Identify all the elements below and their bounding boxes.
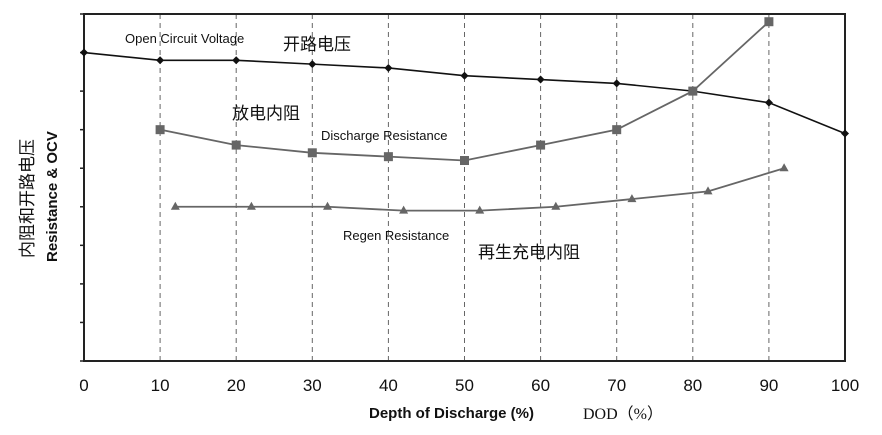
- series-discharge-resistance: [155, 17, 774, 166]
- data-point: [460, 156, 469, 166]
- series-regen-resistance: [170, 163, 789, 214]
- data-point: [536, 140, 546, 150]
- y-axis-label-cn: 内阻和开路电压: [18, 139, 38, 258]
- x-tick-label: 80: [683, 376, 702, 395]
- x-tick-label: 30: [303, 376, 322, 395]
- x-ticks: 0 10 20 30 40 50 60 70 80 90 100: [79, 376, 859, 395]
- data-point: [399, 205, 409, 214]
- x-axis-label-cn: DOD（%）: [583, 405, 663, 423]
- grid: [159, 14, 770, 361]
- discharge-label: Discharge Resistance: [321, 128, 447, 143]
- x-tick-label: 20: [227, 376, 246, 395]
- data-point: [779, 163, 789, 172]
- x-tick-label: 40: [379, 376, 398, 395]
- x-tick-label: 60: [531, 376, 550, 395]
- data-point: [170, 201, 180, 210]
- plot-frame: [83, 13, 846, 362]
- data-point: [764, 98, 773, 107]
- data-point: [703, 186, 713, 195]
- data-point: [383, 152, 393, 162]
- y-axis-label: Resistance & OCV: [44, 131, 61, 262]
- data-point: [80, 48, 88, 57]
- data-point: [612, 125, 622, 135]
- data-point: [384, 63, 393, 72]
- x-tick-label: 10: [151, 376, 170, 395]
- ocv-label: Open Circuit Voltage: [125, 31, 244, 46]
- x-tick-label: 0: [79, 376, 88, 395]
- x-tick-label: 90: [759, 376, 778, 395]
- y-ticks: [80, 13, 84, 362]
- series: [80, 17, 849, 214]
- series-open-circuit-voltage: [80, 48, 849, 138]
- data-point: [536, 75, 545, 84]
- x-tick-label: 70: [607, 376, 626, 395]
- discharge-label-cn: 放电内阻: [232, 104, 300, 124]
- data-point: [688, 86, 698, 96]
- data-point: [475, 205, 485, 214]
- data-point: [323, 201, 333, 210]
- data-point: [246, 201, 256, 210]
- data-point: [156, 56, 165, 65]
- x-tick-label: 100: [831, 376, 859, 395]
- data-point: [232, 56, 241, 65]
- data-point: [551, 201, 561, 210]
- data-point: [764, 17, 774, 27]
- data-point: [841, 129, 849, 138]
- regen-label-cn: 再生充电内阻: [478, 243, 580, 263]
- ocv-label-cn: 开路电压: [283, 35, 351, 55]
- data-point: [627, 194, 637, 203]
- x-axis-label: Depth of Discharge (%): [369, 405, 534, 422]
- regen-label: Regen Resistance: [343, 228, 449, 243]
- data-point: [308, 60, 317, 69]
- data-point: [460, 71, 469, 80]
- data-point: [307, 148, 317, 158]
- data-point: [612, 79, 621, 88]
- series-line: [83, 51, 846, 135]
- data-point: [231, 140, 241, 150]
- data-point: [155, 125, 165, 135]
- x-tick-label: 50: [455, 376, 474, 395]
